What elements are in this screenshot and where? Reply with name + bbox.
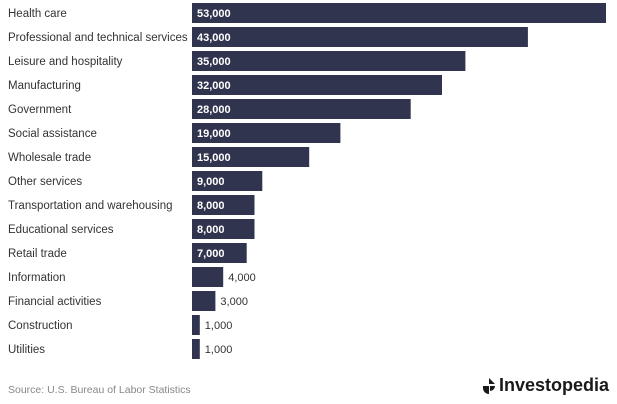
category-label: Financial activities — [8, 296, 102, 308]
bar — [192, 243, 247, 263]
category-label: Wholesale trade — [8, 152, 91, 164]
data-label: 7,000 — [197, 248, 225, 260]
data-label: 15,000 — [197, 152, 231, 164]
bar — [192, 147, 310, 167]
category-label: Transportation and warehousing — [8, 200, 173, 212]
bar — [192, 315, 200, 335]
brand-name: Investopedia — [498, 375, 609, 395]
source-note: Source: U.S. Bureau of Labor Statistics — [8, 384, 191, 396]
category-label: Health care — [8, 8, 67, 20]
brand-logo: Investopedia — [481, 375, 609, 396]
investopedia-logo-icon — [482, 377, 495, 394]
data-label: 4,000 — [228, 272, 256, 284]
bar — [192, 267, 224, 287]
bar — [192, 291, 216, 311]
data-label: 8,000 — [197, 224, 225, 236]
data-label: 3,000 — [220, 296, 248, 308]
data-label: 8,000 — [197, 200, 225, 212]
bar — [192, 27, 528, 47]
category-label: Social assistance — [8, 128, 97, 140]
data-label: 43,000 — [197, 32, 231, 44]
category-label: Utilities — [8, 344, 45, 356]
data-label: 1,000 — [205, 344, 233, 356]
category-label: Manufacturing — [8, 80, 81, 92]
data-label: 1,000 — [205, 320, 233, 332]
bar — [192, 339, 200, 359]
bar — [192, 3, 606, 23]
bar — [192, 195, 255, 215]
data-label: 19,000 — [197, 128, 231, 140]
bar — [192, 123, 341, 143]
category-label: Leisure and hospitality — [8, 56, 123, 68]
bar — [192, 219, 255, 239]
category-label: Construction — [8, 320, 73, 332]
category-label: Educational services — [8, 224, 114, 236]
data-label: 32,000 — [197, 80, 231, 92]
data-label: 35,000 — [197, 56, 231, 68]
data-label: 53,000 — [197, 8, 231, 20]
bar — [192, 99, 411, 119]
category-label: Other services — [8, 176, 82, 188]
bar — [192, 171, 263, 191]
category-label: Information — [8, 272, 66, 284]
data-label: 28,000 — [197, 104, 231, 116]
bar-chart: Health care 53,000 Professional and techni… — [8, 3, 606, 359]
bar — [192, 51, 466, 71]
data-label: 9,000 — [197, 176, 225, 188]
bar — [192, 75, 442, 95]
category-label: Professional and technical services — [8, 32, 188, 44]
category-label: Retail trade — [8, 248, 67, 260]
category-label: Government — [8, 104, 72, 116]
